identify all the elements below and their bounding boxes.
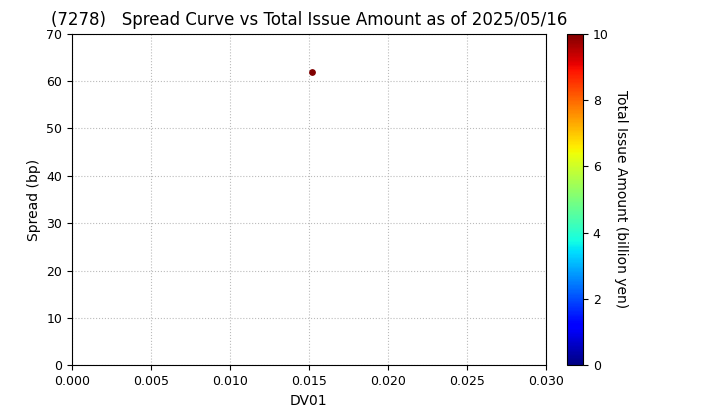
Title: (7278)   Spread Curve vs Total Issue Amount as of 2025/05/16: (7278) Spread Curve vs Total Issue Amoun… (50, 11, 567, 29)
Y-axis label: Spread (bp): Spread (bp) (27, 158, 41, 241)
X-axis label: DV01: DV01 (290, 394, 328, 408)
Point (306, 68, 318, 75)
Y-axis label: Total Issue Amount (billion yen): Total Issue Amount (billion yen) (614, 90, 628, 309)
